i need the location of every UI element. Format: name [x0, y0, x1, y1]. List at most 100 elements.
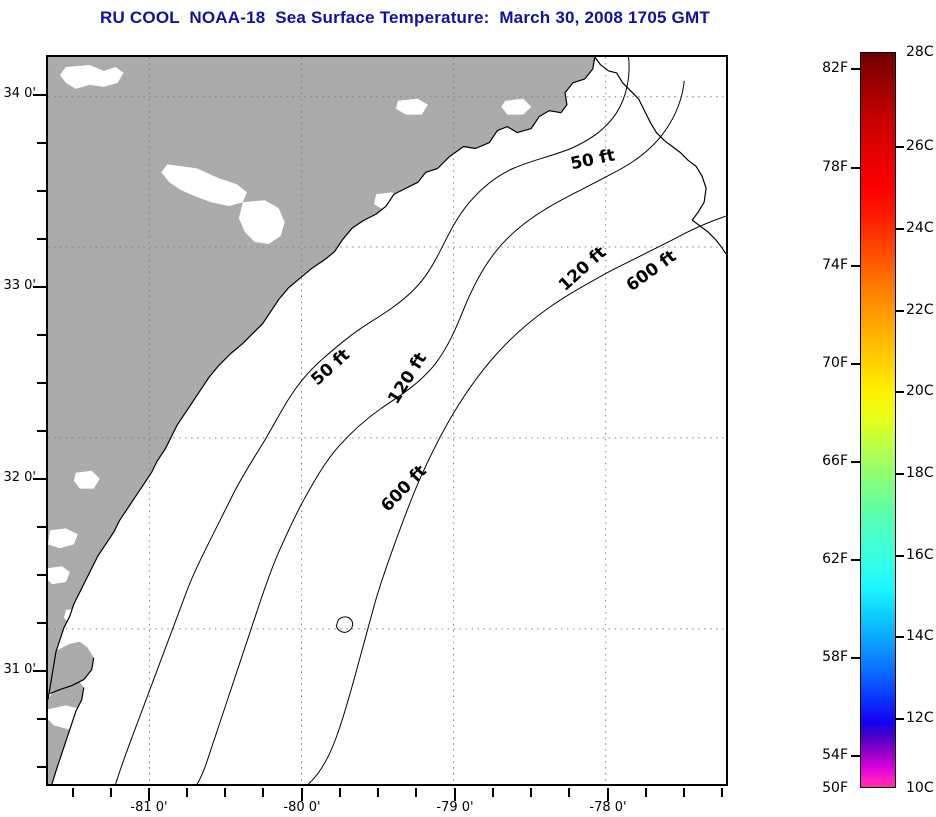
x-tick-minor — [683, 788, 685, 797]
x-tick-minor — [110, 788, 112, 797]
cloud-patch — [395, 98, 428, 115]
colorbar-label-14c: 14C — [906, 628, 934, 644]
x-axis-label-80: -80 0' — [283, 800, 321, 815]
colorbar-tick-26c — [896, 146, 904, 148]
contour-50ft-layer — [115, 57, 630, 784]
contour-label-120ft-south: 120 ft — [383, 349, 430, 408]
colorbar-label-58f: 58F — [822, 649, 848, 665]
y-tick-minor — [37, 430, 46, 432]
colorbar-label-66f: 66F — [822, 453, 848, 469]
x-tick-minor — [645, 788, 647, 797]
colorbar-label-74f: 74F — [822, 257, 848, 273]
y-axis-label-33: 33 0' — [3, 278, 36, 293]
contour-label-600ft-south: 600 ft — [376, 461, 430, 516]
land-polygon-south — [48, 679, 84, 784]
colorbar-tick-22c — [896, 310, 904, 312]
colorbar-tick-66f — [851, 461, 860, 463]
x-tick-minor — [377, 788, 379, 797]
colorbar-label-22c: 22C — [906, 302, 934, 318]
contour-label-50ft-south: 50 ft — [307, 344, 354, 389]
colorbar-label-82f: 82F — [822, 60, 848, 76]
cloud-patch — [374, 192, 402, 211]
y-axis-label-32: 32 0' — [3, 470, 36, 485]
colorbar-label-18c: 18C — [906, 465, 934, 481]
colorbar-tick-58f — [851, 657, 860, 659]
cloud-patch — [238, 200, 285, 244]
colorbar-label-12c: 12C — [906, 710, 934, 726]
x-tick-minor — [186, 788, 188, 797]
cloud-patch — [59, 64, 124, 89]
land-polygon-mid — [48, 641, 94, 694]
y-tick-major — [33, 94, 46, 96]
colorbar-tick-70f — [851, 363, 860, 365]
map-canvas: 50 ft 120 ft 600 ft 50 ft 120 ft 600 ft — [48, 57, 726, 784]
contour-label-600ft-north: 600 ft — [622, 246, 680, 295]
colorbar-gradient — [860, 52, 896, 788]
page-title: RU COOL NOAA-18 Sea Surface Temperature:… — [100, 8, 710, 27]
x-axis-label-78: -78 0' — [589, 800, 627, 815]
contour-120ft-layer — [196, 80, 685, 784]
x-tick-minor — [415, 788, 417, 797]
colorbar-tick-12c — [896, 718, 904, 720]
cloud-patch — [48, 528, 78, 549]
map-plot-area[interactable]: 50 ft 120 ft 600 ft 50 ft 120 ft 600 ft — [46, 55, 728, 786]
colorbar-tick-14c — [896, 636, 904, 638]
y-tick-minor — [37, 622, 46, 624]
colorbar-label-50f: 50F — [822, 780, 848, 796]
y-tick-minor — [37, 718, 46, 720]
cloud-patch — [161, 164, 247, 207]
colorbar-tick-78f — [851, 167, 860, 169]
colorbar-label-20c: 20C — [906, 383, 934, 399]
land-polygon — [48, 57, 595, 700]
x-tick-minor — [262, 788, 264, 797]
cloud-patch — [63, 607, 94, 626]
y-tick-major — [33, 478, 46, 480]
cloud-patch-layer — [48, 64, 532, 730]
cloud-patch — [73, 470, 100, 489]
cloud-patch — [501, 98, 532, 115]
y-tick-minor — [37, 382, 46, 384]
y-tick-minor — [37, 526, 46, 528]
cloud-patch — [48, 566, 70, 585]
temperature-colorbar[interactable]: 82F 78F 74F 70F 66F 62F 58F 54F 50F 28C … — [822, 44, 933, 796]
colorbar-label-62f: 62F — [822, 551, 848, 567]
y-tick-minor — [37, 574, 46, 576]
x-tick-major — [301, 788, 303, 801]
colorbar-label-28c: 28C — [906, 44, 934, 60]
y-tick-major — [33, 286, 46, 288]
colorbar-tick-18c — [896, 473, 904, 475]
colorbar-tick-16c — [896, 555, 904, 557]
y-tick-minor — [37, 766, 46, 768]
x-tick-major — [454, 788, 456, 801]
x-tick-minor — [339, 788, 341, 797]
colorbar-label-16c: 16C — [906, 547, 934, 563]
map-graphics: 50 ft 120 ft 600 ft 50 ft 120 ft 600 ft — [48, 57, 726, 784]
colorbar-tick-24c — [896, 228, 904, 230]
colorbar-label-70f: 70F — [822, 355, 848, 371]
x-tick-minor — [721, 788, 723, 797]
x-axis-label-79: -79 0' — [436, 800, 474, 815]
x-axis-label-81: -81 0' — [130, 800, 168, 815]
x-tick-minor — [492, 788, 494, 797]
y-tick-major — [33, 670, 46, 672]
colorbar-tick-54f — [851, 755, 860, 757]
contour-label-50ft-north: 50 ft — [569, 144, 617, 173]
colorbar-tick-20c — [896, 391, 904, 393]
colorbar-tick-62f — [851, 559, 860, 561]
x-tick-minor — [530, 788, 532, 797]
y-tick-minor — [37, 142, 46, 144]
y-axis-label-34: 34 0' — [3, 86, 36, 101]
x-tick-minor — [568, 788, 570, 797]
y-tick-minor — [37, 334, 46, 336]
land-mask-layer — [48, 57, 595, 784]
colorbar-label-26c: 26C — [906, 138, 934, 154]
cloud-patch — [48, 705, 90, 730]
colorbar-tick-74f — [851, 265, 860, 267]
colorbar-label-10c: 10C — [906, 780, 934, 796]
y-tick-minor — [37, 190, 46, 192]
colorbar-tick-82f — [851, 68, 860, 70]
x-tick-minor — [72, 788, 74, 797]
colorbar-label-24c: 24C — [906, 220, 934, 236]
x-tick-major — [607, 788, 609, 801]
contour-600ft-layer — [308, 215, 726, 784]
